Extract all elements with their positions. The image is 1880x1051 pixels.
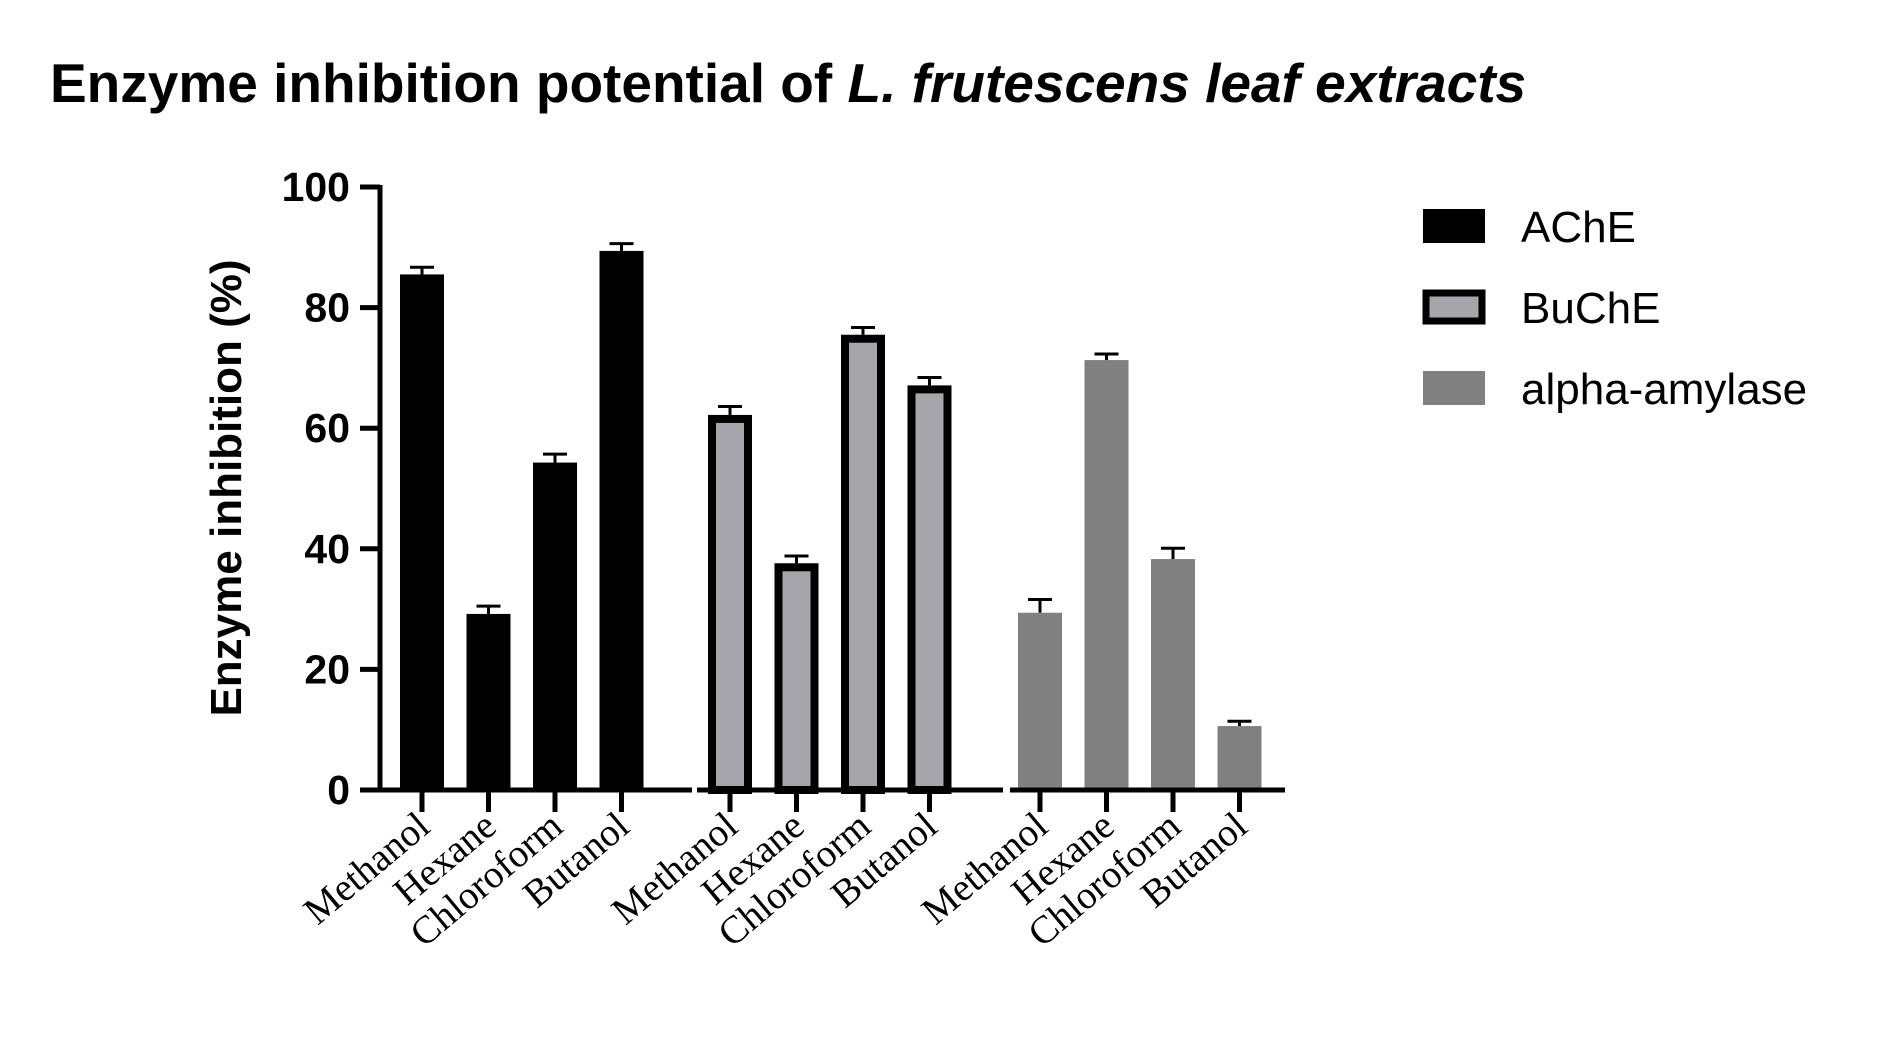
chart-title: Enzyme inhibition potential of L. frutes… <box>50 50 1526 116</box>
y-tick-label: 100 <box>282 164 350 210</box>
y-tick-label: 0 <box>327 767 350 813</box>
legend-swatch <box>1423 209 1485 243</box>
bar <box>1084 360 1129 790</box>
y-axis-label: Enzyme inhibition (%) <box>202 259 251 716</box>
bar <box>841 334 885 794</box>
legend-label: alpha-amylase <box>1521 365 1807 414</box>
y-tick-label: 20 <box>304 646 350 692</box>
bar <box>533 462 577 790</box>
legend-swatch <box>1423 371 1485 405</box>
legend-label: AChE <box>1521 203 1636 252</box>
bar <box>599 250 644 791</box>
plot-area <box>400 242 1262 794</box>
bar <box>400 274 444 790</box>
bar <box>1018 612 1062 790</box>
y-tick-label: 80 <box>304 285 350 331</box>
y-tick-label: 60 <box>304 405 350 451</box>
legend: AChE BuChE alpha-amylase <box>1422 203 1807 414</box>
bar <box>1217 726 1262 790</box>
y-tick-label: 40 <box>304 526 350 572</box>
bar <box>1151 559 1195 790</box>
chart-title-italic: L. frutescens leaf extracts <box>847 52 1527 114</box>
bar <box>907 385 952 794</box>
x-axis: MethanolHexaneChloroformButanolMethanolH… <box>296 787 1285 955</box>
y-axis: 0 20 40 60 80 100 <box>282 164 383 813</box>
chart-title-main: Enzyme inhibition potential of <box>50 52 833 114</box>
bar <box>466 613 511 790</box>
legend-label: BuChE <box>1521 284 1660 333</box>
bar <box>708 414 752 794</box>
legend-swatch <box>1422 289 1486 325</box>
bar <box>774 563 819 794</box>
